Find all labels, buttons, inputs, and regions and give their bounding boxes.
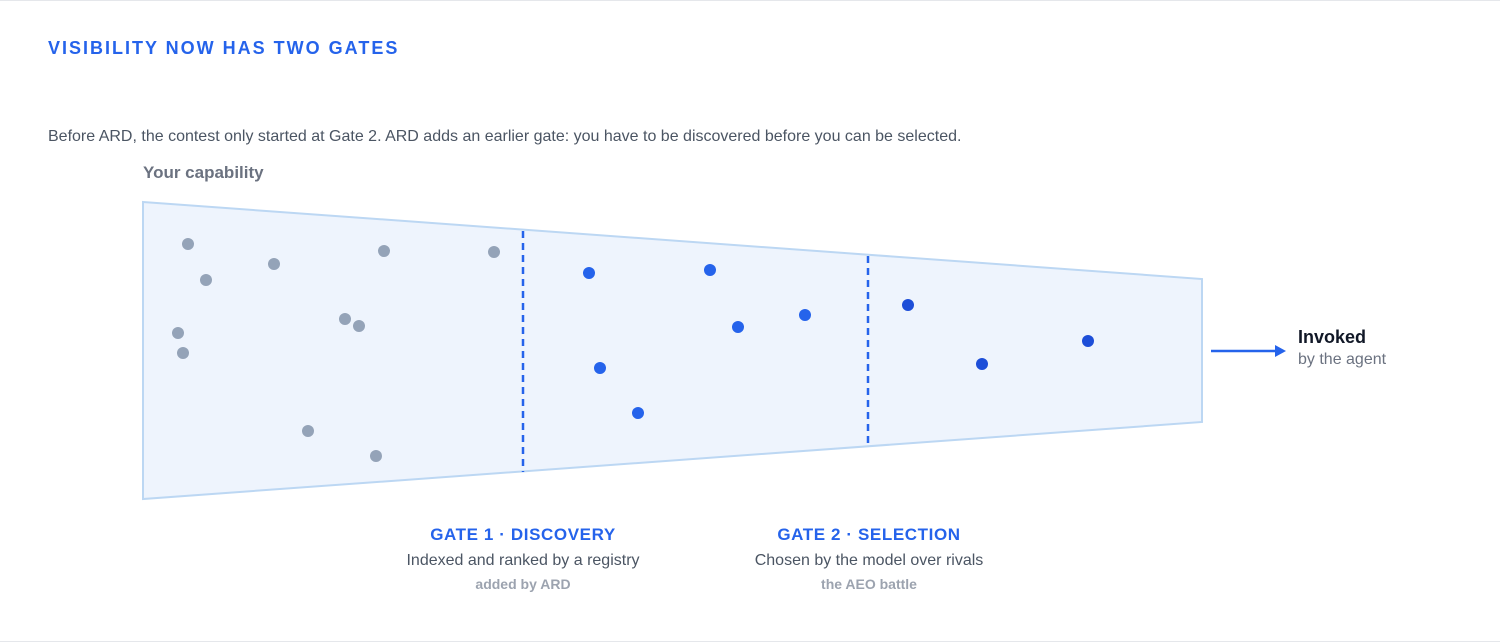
gate-1-title: GATE 1 · DISCOVERY bbox=[430, 525, 616, 544]
capability-dot bbox=[182, 238, 194, 250]
intro-paragraph: Before ARD, the contest only started at … bbox=[48, 128, 962, 145]
funnel-start-label: Your capability bbox=[143, 163, 264, 182]
arrow-right-icon bbox=[1211, 345, 1286, 357]
bottom-divider bbox=[0, 641, 1500, 642]
capability-dot bbox=[339, 313, 351, 325]
section-heading: VISIBILITY NOW HAS TWO GATES bbox=[48, 38, 400, 58]
capability-dot bbox=[177, 347, 189, 359]
capability-dot bbox=[353, 320, 365, 332]
gate-2-title: GATE 2 · SELECTION bbox=[777, 525, 961, 544]
capability-dot bbox=[268, 258, 280, 270]
capability-dot bbox=[632, 407, 644, 419]
capability-dot bbox=[732, 321, 744, 333]
undiscovered-dots bbox=[172, 238, 500, 462]
capability-dot bbox=[976, 358, 988, 370]
capability-dot bbox=[704, 264, 716, 276]
gate-2-caption: GATE 2 · SELECTION Chosen by the model o… bbox=[709, 525, 1029, 592]
capability-dot bbox=[488, 246, 500, 258]
gate-2-description: Chosen by the model over rivals bbox=[754, 552, 984, 569]
capability-dot bbox=[799, 309, 811, 321]
selected-dots bbox=[902, 299, 1094, 370]
capability-dot bbox=[370, 450, 382, 462]
capability-dot bbox=[583, 267, 595, 279]
invoked-subtitle: by the agent bbox=[1298, 351, 1387, 368]
capability-dot bbox=[594, 362, 606, 374]
gate-1-note: added by ARD bbox=[475, 576, 571, 592]
funnel-shape bbox=[142, 200, 1203, 501]
top-divider bbox=[0, 0, 1500, 1]
capability-dot bbox=[378, 245, 390, 257]
gate-1-caption: GATE 1 · DISCOVERY Indexed and ranked by… bbox=[363, 525, 683, 592]
gate-1-description: Indexed and ranked by a registry bbox=[406, 552, 640, 569]
capability-dot bbox=[302, 425, 314, 437]
capability-dot bbox=[1082, 335, 1094, 347]
gate-2-note: the AEO battle bbox=[821, 576, 917, 592]
capability-dot bbox=[200, 274, 212, 286]
capability-dot bbox=[902, 299, 914, 311]
capability-dot bbox=[172, 327, 184, 339]
invoked-title: Invoked bbox=[1298, 327, 1367, 347]
discovered-dots bbox=[583, 264, 811, 419]
funnel-end-label: Invoked by the agent bbox=[1298, 327, 1386, 369]
